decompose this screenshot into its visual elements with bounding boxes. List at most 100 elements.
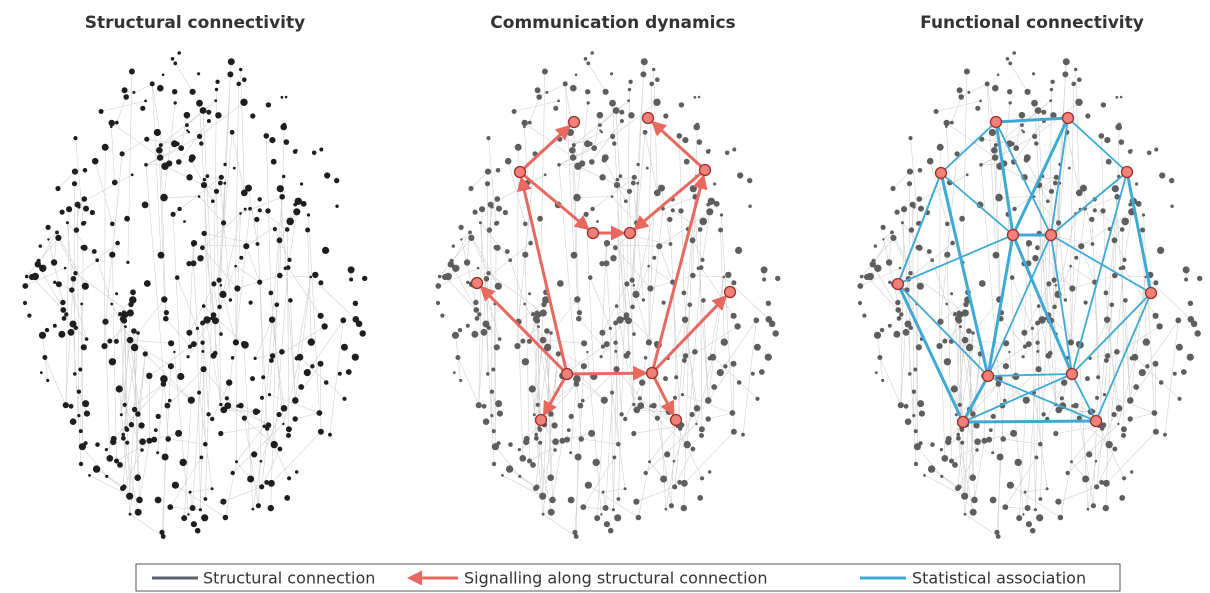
node xyxy=(1002,363,1010,370)
nodes xyxy=(22,51,368,539)
node xyxy=(553,105,559,111)
node xyxy=(536,94,542,100)
node xyxy=(474,316,480,321)
node xyxy=(1100,426,1105,431)
node xyxy=(101,343,108,350)
node xyxy=(583,57,588,61)
node xyxy=(1152,428,1159,435)
node xyxy=(78,461,84,467)
node xyxy=(523,125,526,129)
node xyxy=(250,376,255,382)
node xyxy=(903,403,909,409)
node xyxy=(181,515,188,522)
node xyxy=(590,206,595,212)
node xyxy=(1069,264,1072,268)
node xyxy=(601,490,605,494)
node xyxy=(652,67,656,72)
node xyxy=(435,283,442,289)
node xyxy=(627,87,632,92)
node xyxy=(104,448,108,452)
node xyxy=(110,125,113,129)
node xyxy=(874,264,882,272)
node xyxy=(1103,316,1111,323)
node xyxy=(117,462,123,468)
node xyxy=(1000,436,1006,442)
node xyxy=(71,322,75,326)
node xyxy=(647,264,650,268)
node xyxy=(217,304,222,310)
node xyxy=(668,503,675,509)
node xyxy=(711,384,718,390)
node xyxy=(167,504,174,510)
node xyxy=(677,480,683,485)
node xyxy=(894,209,900,215)
node xyxy=(484,168,492,175)
node xyxy=(624,199,628,203)
node xyxy=(707,356,712,361)
node xyxy=(625,317,632,325)
node xyxy=(614,349,618,353)
node xyxy=(165,436,171,442)
node xyxy=(179,458,187,467)
node xyxy=(534,87,541,94)
node xyxy=(1122,476,1127,481)
node xyxy=(1128,202,1133,207)
node xyxy=(577,402,584,409)
node xyxy=(959,325,962,328)
node xyxy=(337,371,342,376)
node xyxy=(696,139,703,145)
node xyxy=(917,168,923,173)
node xyxy=(209,316,214,320)
node xyxy=(1005,57,1010,61)
node xyxy=(186,355,190,359)
node xyxy=(651,402,657,409)
node xyxy=(663,376,668,382)
node xyxy=(521,358,530,366)
node xyxy=(927,465,936,473)
association-edge xyxy=(1050,117,1069,236)
node xyxy=(599,329,606,336)
node xyxy=(473,299,479,306)
node xyxy=(81,196,88,202)
node xyxy=(160,534,166,539)
node xyxy=(880,224,886,230)
node xyxy=(105,474,109,478)
node xyxy=(1062,71,1069,78)
node xyxy=(223,162,227,167)
node xyxy=(1070,460,1073,464)
node xyxy=(995,534,1001,539)
node xyxy=(682,137,689,144)
node xyxy=(110,435,117,442)
node xyxy=(1029,527,1036,534)
node xyxy=(62,402,69,409)
node xyxy=(610,195,614,198)
node xyxy=(965,343,974,352)
node xyxy=(1041,412,1046,417)
node xyxy=(1049,99,1053,103)
node xyxy=(1071,81,1076,87)
node xyxy=(502,209,508,216)
node xyxy=(956,311,964,319)
node xyxy=(216,277,222,283)
association-edge xyxy=(1071,171,1128,375)
node xyxy=(159,529,165,535)
node xyxy=(1036,304,1041,308)
node xyxy=(619,109,625,115)
node xyxy=(1008,101,1012,105)
node xyxy=(603,341,610,348)
node xyxy=(687,302,693,308)
node xyxy=(1075,98,1083,107)
node xyxy=(1130,470,1134,474)
node xyxy=(949,458,954,464)
node xyxy=(39,264,47,272)
node xyxy=(676,133,683,139)
node xyxy=(268,316,276,323)
node xyxy=(504,249,510,254)
node xyxy=(199,107,207,114)
node xyxy=(45,224,51,230)
node xyxy=(737,172,744,179)
node xyxy=(926,249,932,254)
node xyxy=(82,400,90,408)
node xyxy=(122,402,127,407)
node xyxy=(681,290,687,296)
